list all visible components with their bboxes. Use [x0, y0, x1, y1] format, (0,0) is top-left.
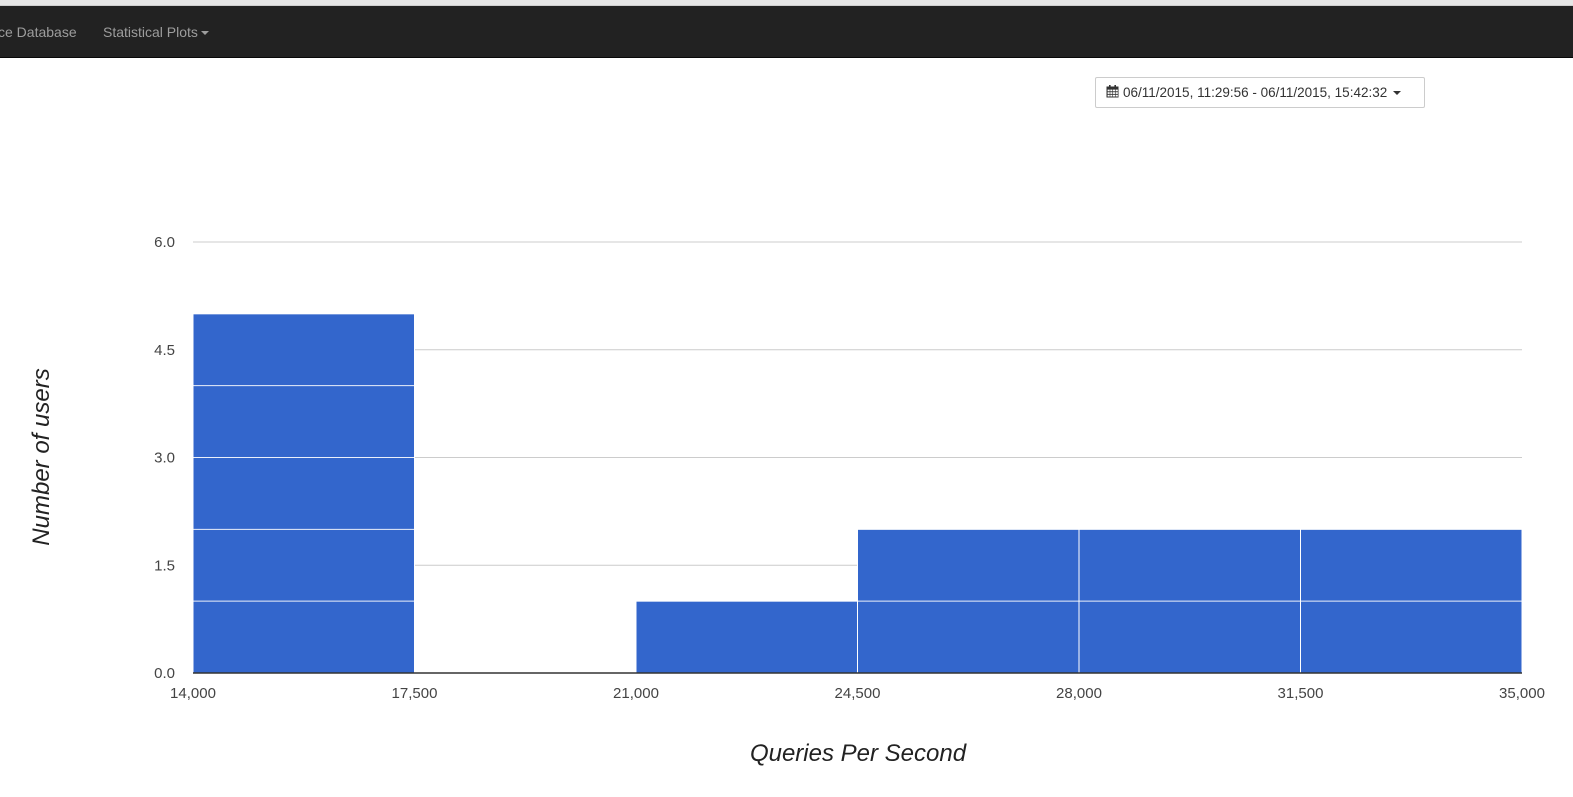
nav-item-database[interactable]: ce Database — [0, 24, 77, 40]
x-tick-label: 31,500 — [1278, 685, 1324, 702]
y-tick-label: 1.5 — [154, 557, 175, 574]
x-tick-label: 35,000 — [1499, 685, 1545, 702]
y-tick-label: 0.0 — [154, 665, 175, 682]
x-tick-label: 24,500 — [835, 685, 881, 702]
histogram-bars — [192, 313, 1523, 674]
y-tick-label: 6.0 — [154, 234, 175, 251]
x-tick-label: 17,500 — [392, 685, 438, 702]
bar-gridline-overlay — [193, 385, 1522, 602]
date-range-label: 06/11/2015, 11:29:56 - 06/11/2015, 15:42… — [1123, 85, 1388, 100]
axis-ticks: 0.0 1.5 3.0 4.5 6.0 14,000 17,500 21,000 24,500 2… — [154, 234, 1545, 702]
y-tick-label: 3.0 — [154, 450, 175, 467]
x-axis-label: Queries Per Second — [750, 740, 967, 767]
date-range-button[interactable]: 06/11/2015, 11:29:56 - 06/11/2015, 15:42… — [1095, 77, 1425, 108]
y-tick-label: 4.5 — [154, 342, 175, 359]
x-tick-label: 28,000 — [1056, 685, 1102, 702]
x-tick-label: 21,000 — [613, 685, 659, 702]
y-axis-label: Number of users — [28, 368, 55, 545]
browser-top-edge — [0, 0, 1573, 6]
caret-down-icon — [1393, 91, 1402, 96]
nav-item-statistical-plots-label: Statistical Plots — [103, 24, 198, 40]
histogram-bar — [635, 600, 858, 674]
top-navbar: ce Database Statistical Plots — [0, 6, 1573, 58]
caret-down-icon — [200, 31, 209, 36]
x-tick-label: 14,000 — [170, 685, 216, 702]
calendar-icon — [1106, 85, 1119, 98]
histogram-bar — [192, 313, 415, 674]
nav-item-statistical-plots[interactable]: Statistical Plots — [103, 6, 209, 58]
